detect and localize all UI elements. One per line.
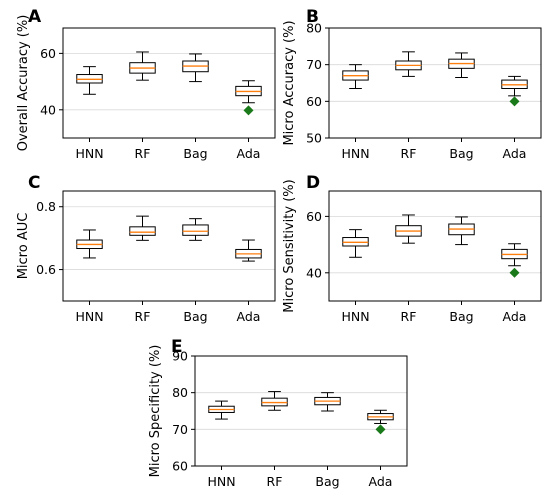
y-axis-label: Overall Accuracy (%) [16,15,31,152]
y-tick-label: 80 [306,21,322,36]
y-tick-label: 50 [306,131,322,146]
chart-panel-c: 0.6 0.8 HNN RF Bag Ada Micro AUC C [16,173,276,324]
x-tick-label: Bag [183,309,207,324]
box-rf [129,51,156,81]
y-axis-label: Micro Specificity (%) [148,345,163,478]
box-ada [367,409,394,424]
panel-letter: C [28,173,40,193]
chart-panel-b: 50 60 70 80 HNN RF Bag Ada Micro Accuracy (%) B [282,7,542,161]
x-tick-label: HNN [341,146,369,161]
y-tick-label: 40 [40,102,56,117]
box-bag [448,52,475,78]
box-bag [182,218,209,241]
y-tick-label: 70 [172,422,188,437]
x-tick-label: Bag [315,474,339,489]
box-rf [395,214,422,244]
y-axis-label: Micro AUC [16,213,31,280]
y-axis-label: Micro Sensitivity (%) [282,179,297,312]
outlier-marker [243,105,254,116]
x-tick-label: HNN [75,146,103,161]
y-tick-label: 0.8 [36,199,56,214]
box-ada [235,239,262,262]
x-tick-label: RF [401,146,417,161]
x-tick-label: Bag [183,146,207,161]
y-tick-label: 80 [172,385,188,400]
y-tick-label: 60 [172,459,188,474]
y-tick-label: 60 [306,209,322,224]
x-tick-label: Bag [449,309,473,324]
x-tick-label: RF [401,309,417,324]
plot-frame [62,27,276,139]
x-tick-label: HNN [207,474,235,489]
y-tick-label: 90 [172,349,188,364]
box-ada [501,75,528,97]
box-hnn [76,229,103,259]
x-tick-label: HNN [75,309,103,324]
plot-frame [194,355,408,467]
x-tick-label: Ada [369,474,393,489]
x-tick-label: Ada [503,309,527,324]
box-bag [448,216,475,246]
panel-letter: E [171,337,183,357]
y-tick-label: 60 [306,94,322,109]
plot-frame [328,27,542,139]
chart-panel-a: 40 60 HNN RF Bag Ada Overall Accuracy (%)A [16,7,276,161]
outlier-marker [375,424,386,435]
box-hnn [208,400,235,420]
box-hnn [342,229,369,258]
panel-letter: A [28,7,42,27]
iqr-box [129,226,156,236]
plot-frame [328,190,542,302]
y-tick-label: 0.6 [36,262,56,277]
box-ada [501,243,528,267]
x-tick-label: RF [135,309,151,324]
x-tick-label: RF [135,146,151,161]
box-bag [182,53,209,83]
y-axis-label: Micro Accuracy (%) [282,20,297,145]
x-tick-label: RF [267,474,283,489]
plot-frame [62,190,276,302]
x-tick-label: HNN [341,309,369,324]
y-tick-label: 70 [306,57,322,72]
chart-panel-e: 60 70 80 90 HNN RF Bag Ada Micro Specificity (%)… [148,337,408,489]
x-tick-label: Ada [237,146,261,161]
x-tick-label: Bag [449,146,473,161]
panel-letter: B [306,7,319,27]
box-rf [129,215,156,241]
box-rf [261,391,288,411]
x-tick-label: Ada [503,146,527,161]
panel-letter: D [306,173,320,193]
outlier-marker [509,96,520,107]
x-tick-label: Ada [237,309,261,324]
chart-panel-d: 40 60 HNN RF Bag Ada Micro Sensitivity (%) D [282,173,542,324]
box-rf [395,51,422,77]
iqr-box [182,224,209,236]
box-ada [235,80,262,104]
y-tick-label: 60 [40,46,56,61]
box-bag [314,392,341,412]
box-hnn [342,64,369,89]
box-hnn [76,66,103,95]
y-tick-label: 40 [306,265,322,280]
outlier-marker [509,267,520,278]
